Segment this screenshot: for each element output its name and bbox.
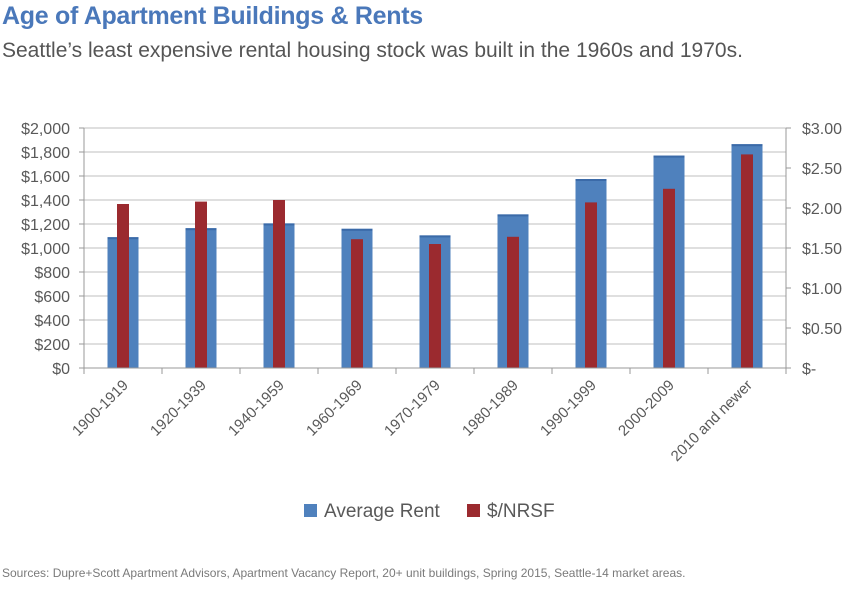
bar-nrsf (429, 244, 441, 368)
bar-average-rent-top (419, 235, 451, 238)
bar-nrsf (507, 236, 519, 368)
legend-swatch-average-rent (304, 504, 317, 517)
chart-title: Age of Apartment Buildings & Rents (2, 2, 423, 30)
left-tick-label: $800 (34, 265, 70, 282)
left-tick-label: $2,000 (21, 121, 70, 138)
right-tick-label: $- (802, 361, 816, 378)
left-tick-label: $1,000 (21, 241, 70, 258)
legend-label-average-rent: Average Rent (324, 501, 441, 522)
bar-chart: $0 $200 $400 $600 $800 $1,000 $1,200 $1,400 $1,6… (21, 121, 842, 522)
category-label: 1900-1919 (69, 377, 132, 440)
left-tick-label: $1,600 (21, 169, 70, 186)
left-tick-label: $1,400 (21, 193, 70, 210)
right-tick-label: $0.50 (802, 321, 842, 338)
left-tick-label: $0 (52, 361, 70, 378)
bar-nrsf (273, 200, 285, 368)
right-tick-label: $3.00 (802, 121, 842, 138)
category-label: 1960-1969 (303, 377, 366, 440)
left-tick-label: $200 (34, 337, 70, 354)
bars (107, 144, 763, 368)
bar-nrsf (741, 154, 753, 368)
bar-nrsf (585, 202, 597, 368)
legend-swatch-nrsf (467, 504, 480, 517)
bar-average-rent-top (731, 144, 763, 147)
bar-average-rent-top (653, 155, 685, 158)
bar-nrsf (117, 204, 129, 368)
right-tick-label: $2.50 (802, 161, 842, 178)
left-tick-label: $400 (34, 313, 70, 330)
source-note: Sources: Dupre+Scott Apartment Advisors,… (2, 566, 686, 580)
legend-label-nrsf: $/NRSF (487, 501, 555, 522)
bar-nrsf (351, 239, 363, 368)
right-tick-label: $2.00 (802, 201, 842, 218)
right-tick-label: $1.00 (802, 281, 842, 298)
left-tick-label: $1,200 (21, 217, 70, 234)
bar-average-rent-top (497, 214, 529, 217)
legend: Average Rent $/NRSF (304, 501, 555, 522)
right-tick-label: $1.50 (802, 241, 842, 258)
bar-nrsf (663, 188, 675, 368)
category-label: 1990-1999 (537, 377, 600, 440)
category-label: 1940-1959 (225, 377, 288, 440)
category-label: 2000-2009 (615, 377, 678, 440)
chart-subtitle: Seattle’s least expensive rental housing… (2, 39, 743, 62)
left-tick-label: $1,800 (21, 145, 70, 162)
bar-average-rent-top (341, 228, 373, 231)
bar-nrsf (195, 201, 207, 368)
left-tick-label: $600 (34, 289, 70, 306)
category-label: 1970-1979 (381, 377, 444, 440)
category-label: 2010 and newer (668, 377, 756, 465)
category-label: 1920-1939 (147, 377, 210, 440)
bar-average-rent-top (575, 179, 607, 181)
category-label: 1980-1989 (459, 377, 522, 440)
